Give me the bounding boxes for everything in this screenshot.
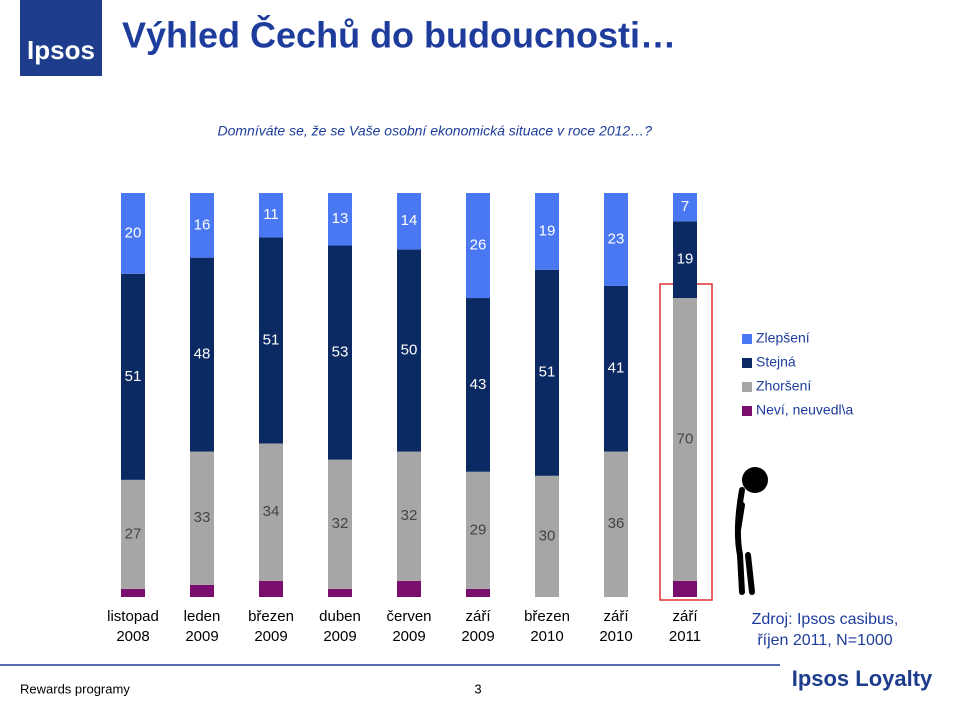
- bar-segment: [190, 257, 214, 452]
- brand: Ipsos Loyalty: [792, 666, 933, 691]
- value-label: 13: [332, 210, 349, 227]
- bar-segment: [466, 193, 490, 299]
- x-tick-label: 2009: [392, 628, 425, 645]
- x-tick-label: listopad: [107, 608, 159, 625]
- bar-segment: [121, 479, 145, 589]
- x-tick-label: září: [603, 608, 629, 625]
- bar-segment: [604, 285, 628, 452]
- source: Zdroj: Ipsos casibus,: [752, 611, 899, 628]
- value-label: 30: [539, 527, 556, 544]
- x-tick-label: březen: [248, 608, 294, 625]
- value-label: 50: [401, 342, 418, 359]
- bar-segment: [190, 451, 214, 585]
- logo: Ipsos: [27, 35, 95, 65]
- x-tick-label: leden: [184, 608, 221, 625]
- bar-segment: [121, 588, 145, 597]
- x-tick-label: duben: [319, 608, 361, 625]
- value-label: 51: [263, 331, 280, 348]
- title: Výhled Čechů do budoucnosti…: [122, 14, 676, 56]
- x-tick-label: březen: [524, 608, 570, 625]
- value-label: 51: [125, 368, 142, 385]
- x-tick-label: září: [465, 608, 491, 625]
- legend-label: Zlepšení: [756, 330, 810, 346]
- value-label: 41: [608, 360, 625, 377]
- bar-segment: [604, 451, 628, 597]
- x-tick-label: 2009: [461, 628, 494, 645]
- bar-segment: [121, 193, 145, 274]
- value-label: 29: [470, 521, 487, 538]
- value-label: 34: [263, 503, 280, 520]
- x-tick-label: 2009: [185, 628, 218, 645]
- legend-swatch: [742, 382, 752, 392]
- legend-swatch: [742, 358, 752, 368]
- x-tick-label: červen: [386, 608, 431, 625]
- bar-segment: [466, 298, 490, 472]
- bar-segment: [190, 584, 214, 597]
- bar-segment: [673, 221, 697, 299]
- x-tick-label: 2010: [599, 628, 632, 645]
- bar-segment: [535, 475, 559, 597]
- value-label: 32: [332, 515, 349, 532]
- value-label: 26: [470, 236, 487, 253]
- value-label: 32: [401, 507, 418, 524]
- bar-segment: [259, 193, 283, 238]
- legend-label: Zhoršení: [756, 378, 811, 394]
- footer-left: Rewards programy: [20, 681, 130, 696]
- value-label: 16: [194, 216, 211, 233]
- legend-label: Stejná: [756, 354, 796, 370]
- bar-segment: [259, 237, 283, 444]
- value-label: 48: [194, 346, 211, 363]
- page-number: 3: [474, 681, 481, 696]
- bar-segment: [673, 298, 697, 581]
- value-label: 7: [681, 198, 689, 215]
- bar-segment: [328, 193, 352, 246]
- source: říjen 2011, N=1000: [757, 632, 892, 649]
- bar-segment: [535, 193, 559, 270]
- logo-box: [20, 0, 102, 76]
- bar-segment: [673, 580, 697, 597]
- x-tick-label: 2008: [116, 628, 149, 645]
- value-label: 20: [125, 224, 142, 241]
- bar-segment: [466, 471, 490, 589]
- value-label: 11: [263, 206, 279, 223]
- bar-segment: [328, 245, 352, 460]
- legend-swatch: [742, 334, 752, 344]
- bar-segment: [259, 443, 283, 581]
- value-label: 43: [470, 376, 487, 393]
- subtitle: Domníváte se, že se Vaše osobní ekonomic…: [218, 123, 653, 139]
- x-tick-label: 2010: [530, 628, 563, 645]
- legend-swatch: [742, 406, 752, 416]
- x-tick-label: září: [672, 608, 698, 625]
- bar-segment: [397, 193, 421, 250]
- bar-segment: [397, 580, 421, 597]
- value-label: 51: [539, 364, 556, 381]
- x-tick-label: 2009: [323, 628, 356, 645]
- bar-segment: [604, 193, 628, 286]
- bar-segment: [259, 580, 283, 597]
- value-label: 33: [194, 509, 211, 526]
- value-label: 70: [677, 430, 694, 447]
- bar-segment: [397, 249, 421, 452]
- bar-segment: [328, 588, 352, 597]
- value-label: 14: [401, 212, 418, 229]
- value-label: 19: [539, 222, 556, 239]
- bar-segment: [673, 193, 697, 222]
- bar-segment: [328, 459, 352, 589]
- bar-segment: [397, 451, 421, 581]
- bar-segment: [466, 588, 490, 597]
- x-tick-label: 2011: [669, 628, 701, 645]
- value-label: 27: [125, 525, 142, 542]
- value-label: 23: [608, 230, 625, 247]
- value-label: 53: [332, 344, 349, 361]
- value-label: 19: [677, 251, 694, 268]
- figure: [734, 467, 768, 595]
- legend-label: Neví, neuvedl\a: [756, 402, 853, 418]
- value-label: 36: [608, 515, 625, 532]
- x-tick-label: 2009: [254, 628, 287, 645]
- bar-segment: [190, 193, 214, 258]
- bar-segment: [121, 273, 145, 480]
- bar-segment: [535, 269, 559, 476]
